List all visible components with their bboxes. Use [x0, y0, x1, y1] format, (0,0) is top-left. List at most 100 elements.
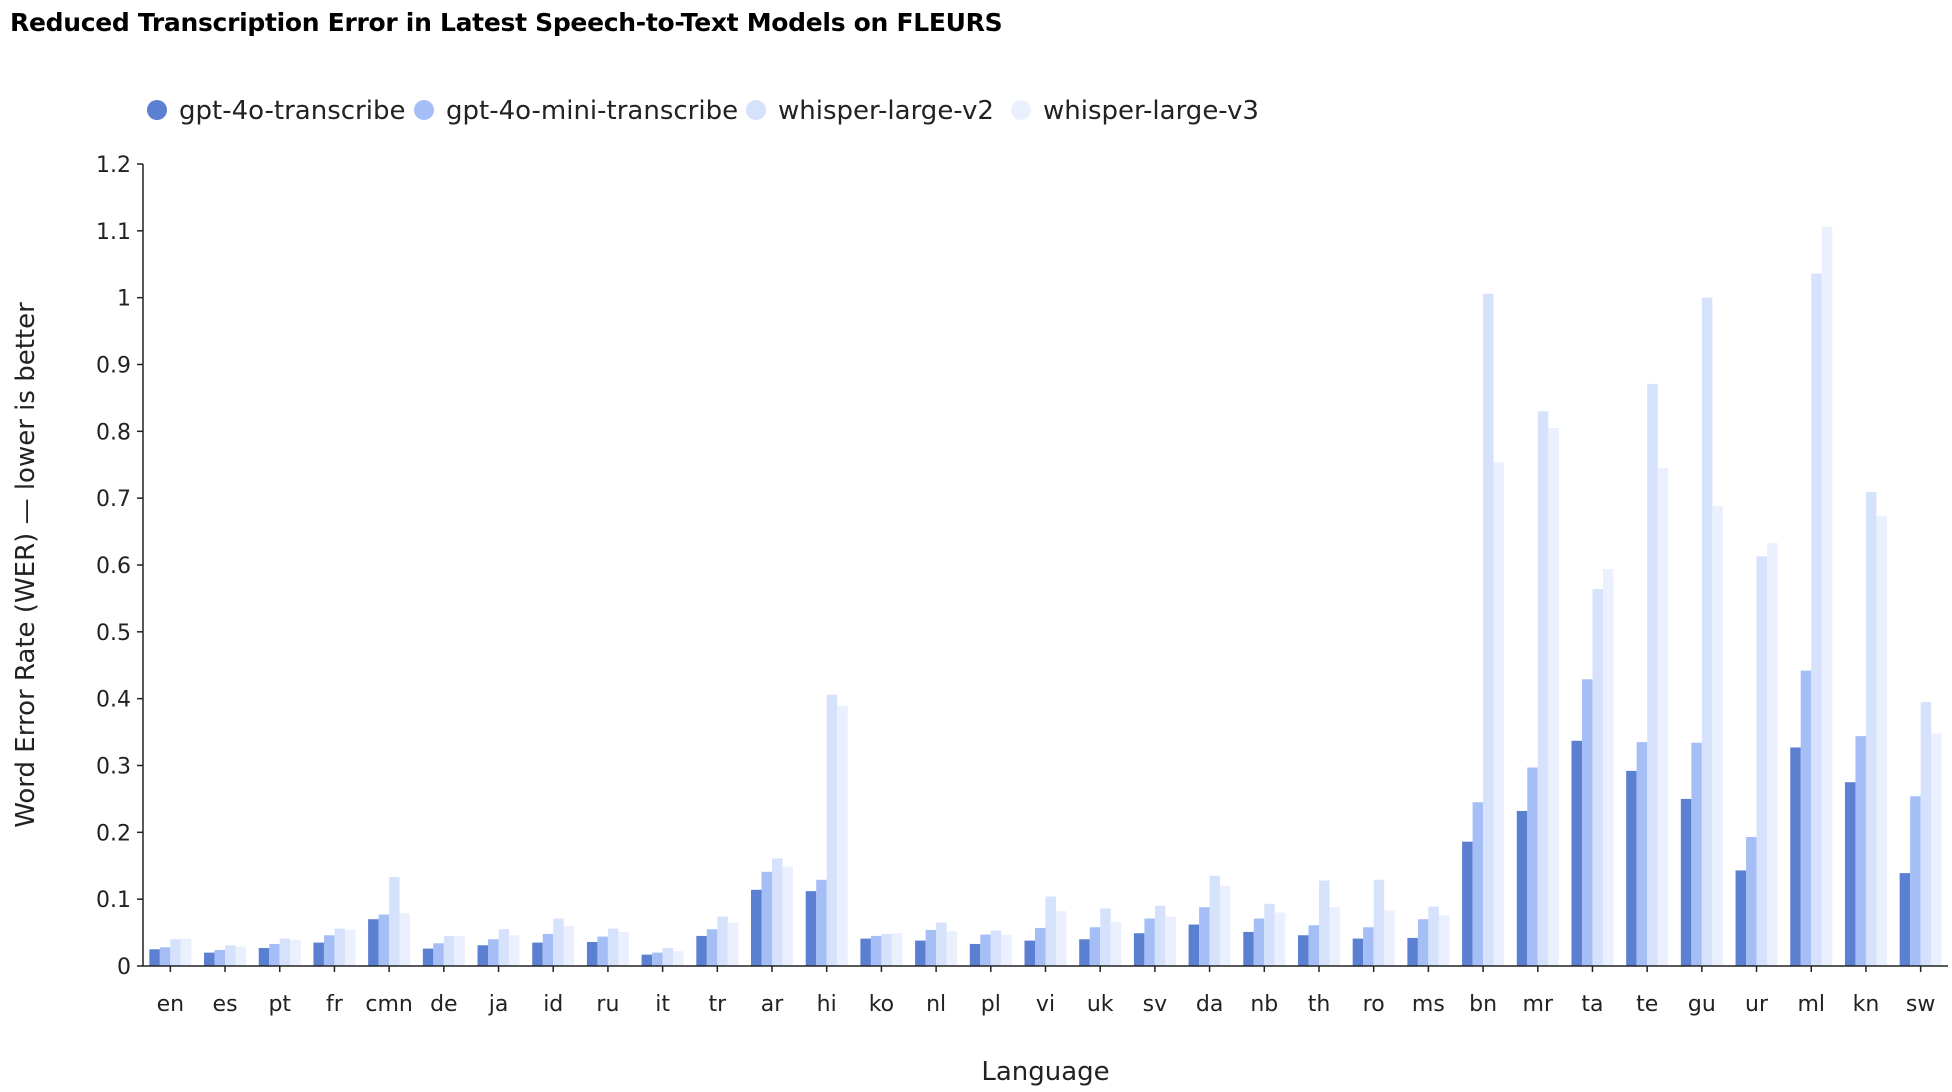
y-tick-label: 0.8 [96, 420, 131, 445]
x-axis-title: Language [981, 1057, 1109, 1087]
legend-swatch-gpt-4o-transcribe [147, 100, 167, 120]
bar-whisper-large-v2-mr [1537, 411, 1549, 966]
bar-whisper-large-v2-tr [717, 916, 728, 966]
legend-label-whisper-large-v3: whisper-large-v3 [1043, 96, 1259, 126]
bar-whisper-large-v3-pl [1001, 934, 1012, 966]
bar-gpt-4o-mini-transcribe-ro [1363, 927, 1374, 966]
legend-label-whisper-large-v2: whisper-large-v2 [778, 96, 994, 126]
bar-gpt-4o-mini-transcribe-ms [1417, 919, 1429, 966]
bar-gpt-4o-mini-transcribe-gu [1691, 742, 1702, 966]
bar-gpt-4o-transcribe-ml [1790, 747, 1801, 966]
bar-gpt-4o-mini-transcribe-te [1636, 742, 1648, 966]
bar-gpt-4o-transcribe-nb [1243, 931, 1254, 966]
bar-gpt-4o-transcribe-de [422, 948, 434, 966]
bar-whisper-large-v3-de [454, 935, 465, 966]
legend-swatch-whisper-large-v2 [746, 100, 766, 120]
legend-swatch-gpt-4o-mini-transcribe [414, 100, 434, 120]
x-tick-label: fr [326, 992, 344, 1017]
bar-gpt-4o-mini-transcribe-nl [925, 929, 937, 966]
bar-whisper-large-v2-en [170, 939, 181, 966]
bar-whisper-large-v3-sw [1931, 733, 1942, 966]
bar-whisper-large-v2-id [553, 918, 564, 966]
bar-gpt-4o-mini-transcribe-ko [870, 935, 882, 966]
bar-whisper-large-v2-uk [1100, 908, 1111, 966]
y-tick-label: 0.7 [96, 487, 131, 512]
bar-gpt-4o-mini-transcribe-mr [1527, 767, 1538, 966]
bar-whisper-large-v3-sv [1165, 916, 1176, 966]
x-tick-label: ms [1412, 992, 1445, 1017]
bar-gpt-4o-transcribe-vi [1024, 940, 1035, 966]
bar-whisper-large-v3-mr [1548, 427, 1559, 966]
bar-whisper-large-v2-gu [1701, 297, 1713, 967]
bar-whisper-large-v2-te [1647, 383, 1658, 966]
bar-whisper-large-v3-tr [727, 922, 739, 966]
bar-gpt-4o-mini-transcribe-en [159, 947, 171, 966]
bar-gpt-4o-transcribe-bn [1462, 841, 1473, 966]
bar-gpt-4o-transcribe-ro [1352, 938, 1364, 966]
bar-whisper-large-v3-vi [1056, 911, 1067, 966]
bar-gpt-4o-transcribe-gu [1680, 798, 1692, 966]
bar-gpt-4o-transcribe-ta [1571, 740, 1582, 966]
bar-gpt-4o-transcribe-cmn [368, 919, 379, 966]
x-tick-label: es [213, 992, 238, 1017]
bar-whisper-large-v3-ru [618, 931, 629, 966]
x-tick-label: hi [817, 992, 837, 1017]
y-tick-label: 0.4 [96, 688, 131, 713]
bar-whisper-large-v3-ar [782, 866, 794, 966]
x-tick-label: vi [1036, 992, 1055, 1017]
bar-whisper-large-v3-nb [1274, 912, 1286, 966]
x-tick-label: cmn [365, 992, 412, 1017]
bar-gpt-4o-transcribe-ja [477, 945, 489, 966]
x-tick-label: ru [596, 992, 619, 1017]
bar-whisper-large-v2-ko [881, 933, 892, 966]
bar-gpt-4o-transcribe-mr [1516, 810, 1528, 966]
bar-whisper-large-v3-es [235, 946, 247, 966]
bar-gpt-4o-mini-transcribe-ar [761, 871, 773, 966]
y-tick-label: 1.1 [96, 220, 131, 245]
bar-gpt-4o-mini-transcribe-ta [1581, 679, 1593, 966]
bar-gpt-4o-transcribe-ar [751, 889, 762, 966]
bar-gpt-4o-mini-transcribe-sv [1144, 918, 1155, 966]
bar-whisper-large-v3-en [180, 938, 192, 966]
bar-gpt-4o-transcribe-en [149, 949, 160, 966]
x-tick-label: it [655, 992, 670, 1017]
x-tick-label: nl [926, 992, 946, 1017]
bar-gpt-4o-transcribe-sv [1133, 933, 1145, 966]
bar-whisper-large-v2-ms [1428, 906, 1439, 966]
x-tick-label: ar [761, 992, 784, 1017]
x-tick-label: mr [1523, 992, 1554, 1017]
x-tick-label: th [1308, 992, 1331, 1017]
x-tick-label: ta [1581, 992, 1603, 1017]
bar-whisper-large-v3-it [673, 951, 684, 966]
x-tick-label: bn [1469, 992, 1497, 1017]
bar-gpt-4o-mini-transcribe-da [1199, 907, 1210, 966]
bar-whisper-large-v2-es [225, 945, 236, 966]
bar-whisper-large-v2-th [1318, 880, 1330, 966]
x-tick-label: da [1196, 992, 1223, 1017]
x-tick-label: ja [488, 992, 509, 1017]
x-tick-label: ro [1363, 992, 1385, 1017]
x-tick-label: ko [869, 992, 894, 1017]
x-tick-label: uk [1087, 992, 1114, 1017]
x-tick-label: ur [1745, 992, 1769, 1017]
bar-gpt-4o-mini-transcribe-fr [323, 935, 335, 966]
chart-title: Reduced Transcription Error in Latest Sp… [10, 8, 1003, 37]
x-tick-label: gu [1688, 992, 1716, 1017]
bar-gpt-4o-transcribe-ko [860, 938, 871, 966]
bar-whisper-large-v2-ru [607, 928, 619, 966]
bar-gpt-4o-transcribe-fr [313, 942, 324, 966]
bar-gpt-4o-transcribe-ur [1735, 870, 1747, 966]
y-tick-label: 1.2 [96, 153, 131, 178]
bar-gpt-4o-transcribe-th [1297, 935, 1309, 966]
bar-whisper-large-v3-hi [837, 706, 848, 966]
y-tick-label: 0.2 [96, 821, 131, 846]
x-tick-label: kn [1853, 992, 1880, 1017]
bar-gpt-4o-mini-transcribe-ml [1800, 670, 1812, 966]
x-tick-label: sw [1906, 992, 1935, 1017]
bar-whisper-large-v3-ms [1438, 915, 1450, 966]
bar-whisper-large-v3-ta [1602, 569, 1614, 966]
bar-whisper-large-v2-de [443, 935, 455, 966]
bar-whisper-large-v3-nl [946, 931, 958, 966]
bar-gpt-4o-transcribe-da [1188, 924, 1200, 966]
